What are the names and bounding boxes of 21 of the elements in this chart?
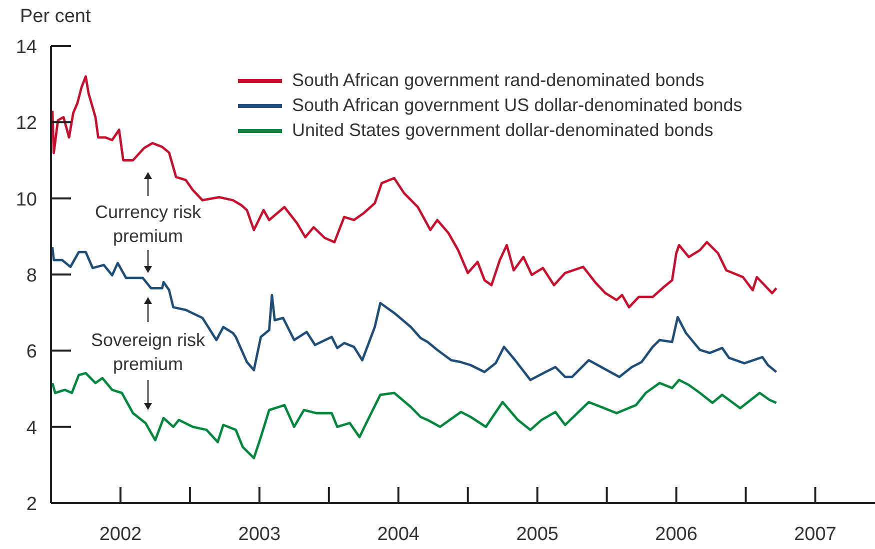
legend-label: South African government rand-denominated bonds [292,70,704,91]
y-axis-title: Per cent [20,6,91,28]
y-tick-label: 12 [16,113,37,134]
y-tick-label: 6 [26,342,37,363]
line-series [51,75,778,308]
y-tick-label: 10 [16,189,37,210]
annotation: Currency risk premium [94,201,202,248]
y-tick-label: 14 [16,37,38,58]
y-tick-label: 4 [26,418,38,439]
x-tick-label: 2002 [99,524,142,545]
x-tick-label: 2004 [377,524,420,545]
y-tick-label: 8 [26,266,37,286]
annotation: Sovereign risk premium [90,329,206,376]
line-series [51,246,778,382]
x-tick-label: 2003 [238,524,281,545]
y-tick-label: 2 [26,494,37,515]
x-tick-label: 2007 [794,524,836,545]
x-tick-label: 2005 [516,524,558,545]
x-tick-label: 2006 [655,524,698,545]
legend-label: South African government US dollar-denominated bonds [292,95,742,116]
legend-label: United States government dollar-denominated bonds [292,120,714,141]
